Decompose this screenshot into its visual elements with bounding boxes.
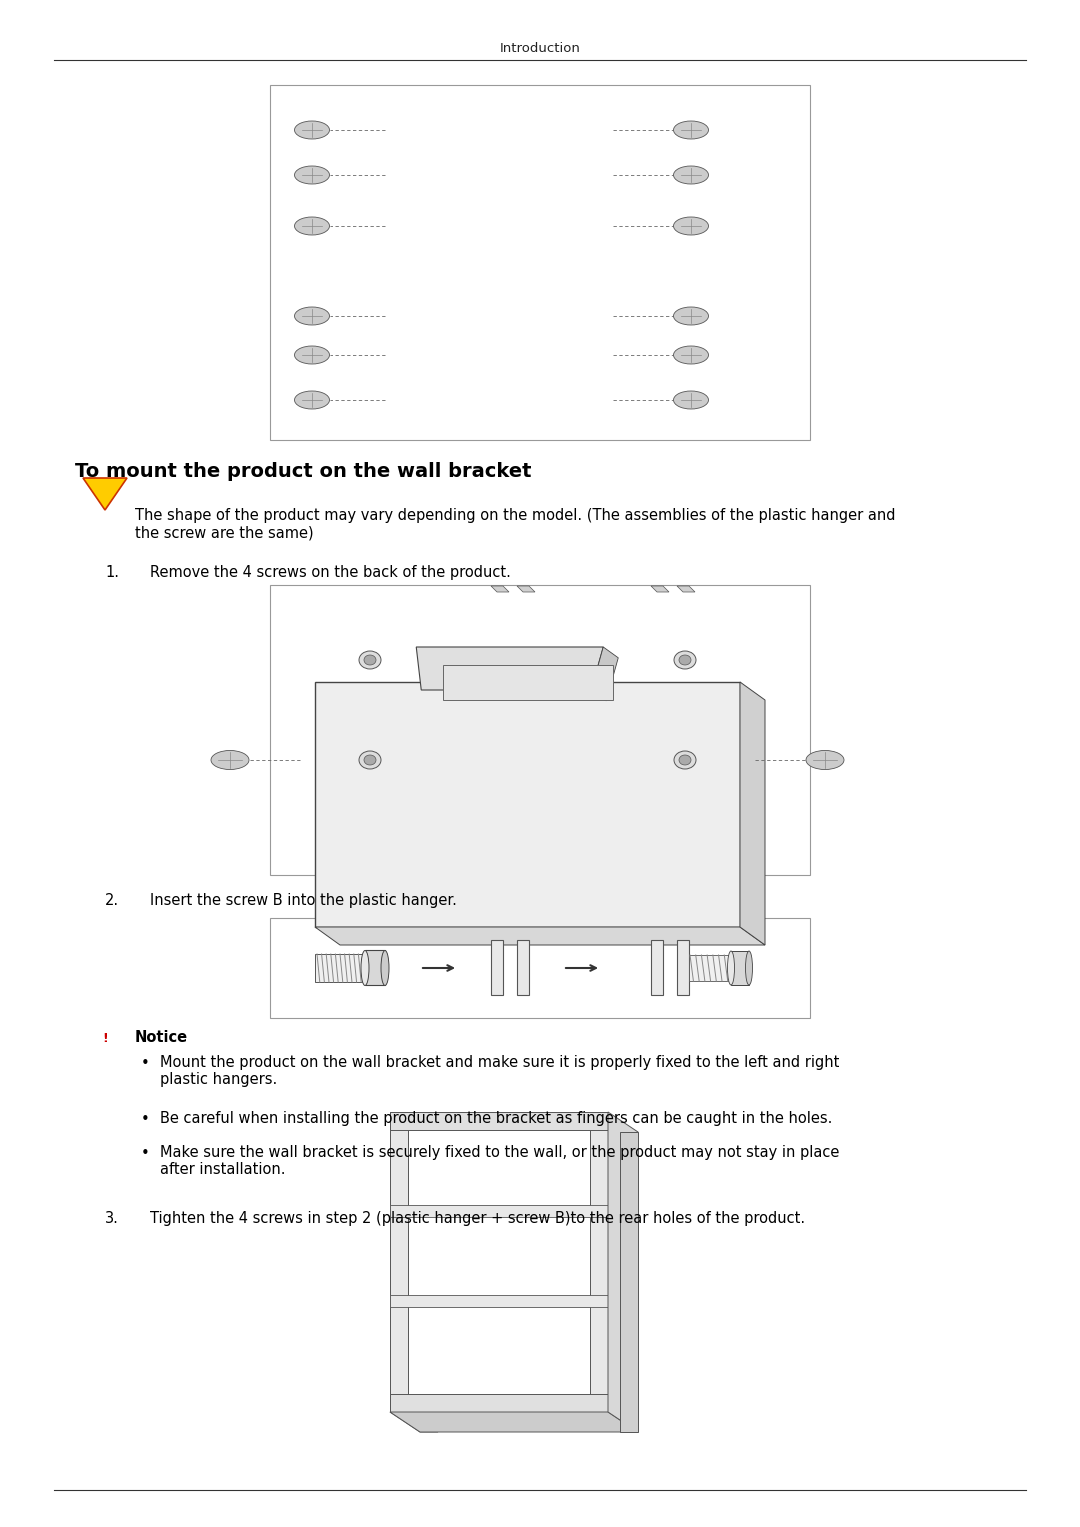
Bar bbox=[315, 954, 365, 982]
Ellipse shape bbox=[359, 651, 381, 669]
Bar bbox=[731, 951, 750, 985]
Ellipse shape bbox=[674, 166, 708, 183]
Text: Be careful when installing the product on the bracket as fingers can be caught i: Be careful when installing the product o… bbox=[160, 1112, 833, 1125]
Ellipse shape bbox=[295, 307, 329, 325]
Polygon shape bbox=[315, 683, 740, 927]
Ellipse shape bbox=[679, 754, 691, 765]
Text: •: • bbox=[140, 1112, 149, 1127]
Ellipse shape bbox=[295, 391, 329, 409]
Text: Introduction: Introduction bbox=[500, 41, 580, 55]
Text: Remove the 4 screws on the back of the product.: Remove the 4 screws on the back of the p… bbox=[150, 565, 511, 580]
Bar bbox=[677, 941, 689, 996]
Text: Notice: Notice bbox=[135, 1031, 188, 1044]
Polygon shape bbox=[390, 1112, 408, 1412]
Ellipse shape bbox=[361, 950, 369, 985]
Ellipse shape bbox=[674, 751, 696, 770]
Bar bbox=[443, 664, 612, 699]
Ellipse shape bbox=[728, 951, 734, 985]
Ellipse shape bbox=[674, 651, 696, 669]
Text: •: • bbox=[140, 1145, 149, 1161]
Text: The shape of the product may vary depending on the model. (The assemblies of the: The shape of the product may vary depend… bbox=[135, 508, 895, 541]
Polygon shape bbox=[390, 1412, 438, 1432]
Ellipse shape bbox=[364, 655, 376, 664]
Bar bbox=[517, 941, 529, 996]
Bar bbox=[270, 585, 810, 875]
Ellipse shape bbox=[745, 951, 753, 985]
Polygon shape bbox=[677, 586, 696, 592]
Ellipse shape bbox=[674, 307, 708, 325]
Bar bbox=[270, 86, 810, 440]
Ellipse shape bbox=[364, 754, 376, 765]
Polygon shape bbox=[390, 1412, 638, 1432]
Ellipse shape bbox=[295, 217, 329, 235]
Bar bbox=[689, 954, 731, 980]
Polygon shape bbox=[83, 478, 127, 510]
Text: !: ! bbox=[103, 1032, 108, 1046]
Text: 2.: 2. bbox=[105, 893, 119, 909]
Text: Insert the screw B into the plastic hanger.: Insert the screw B into the plastic hang… bbox=[150, 893, 457, 909]
Text: 3.: 3. bbox=[105, 1211, 119, 1226]
Bar bbox=[365, 950, 384, 985]
Ellipse shape bbox=[211, 750, 249, 770]
Ellipse shape bbox=[806, 750, 843, 770]
Polygon shape bbox=[491, 586, 509, 592]
Polygon shape bbox=[416, 647, 604, 690]
Ellipse shape bbox=[295, 347, 329, 363]
Ellipse shape bbox=[295, 166, 329, 183]
Ellipse shape bbox=[674, 391, 708, 409]
Text: Make sure the wall bracket is securely fixed to the wall, or the product may not: Make sure the wall bracket is securely f… bbox=[160, 1145, 839, 1177]
Polygon shape bbox=[390, 1394, 608, 1412]
Text: Mount the product on the wall bracket and make sure it is properly fixed to the : Mount the product on the wall bracket an… bbox=[160, 1055, 839, 1087]
Ellipse shape bbox=[359, 751, 381, 770]
Bar bbox=[651, 941, 663, 996]
Ellipse shape bbox=[381, 950, 389, 985]
Text: •: • bbox=[140, 1055, 149, 1070]
Text: To mount the product on the wall bracket: To mount the product on the wall bracket bbox=[75, 463, 531, 481]
Polygon shape bbox=[590, 1112, 608, 1412]
Polygon shape bbox=[390, 1112, 608, 1130]
Bar bbox=[270, 918, 810, 1019]
Polygon shape bbox=[651, 586, 669, 592]
Text: Tighten the 4 screws in step 2 (plastic hanger + screw B)to the rear holes of th: Tighten the 4 screws in step 2 (plastic … bbox=[150, 1211, 805, 1226]
Polygon shape bbox=[608, 1112, 638, 1432]
Polygon shape bbox=[390, 1295, 608, 1307]
Polygon shape bbox=[517, 586, 535, 592]
Text: 1.: 1. bbox=[105, 565, 119, 580]
Polygon shape bbox=[390, 1205, 608, 1217]
Ellipse shape bbox=[674, 121, 708, 139]
Polygon shape bbox=[740, 683, 765, 945]
Polygon shape bbox=[591, 647, 618, 701]
Polygon shape bbox=[620, 1132, 638, 1432]
Ellipse shape bbox=[674, 347, 708, 363]
Polygon shape bbox=[315, 927, 765, 945]
Bar bbox=[491, 941, 503, 996]
Ellipse shape bbox=[295, 121, 329, 139]
Ellipse shape bbox=[674, 217, 708, 235]
Ellipse shape bbox=[679, 655, 691, 664]
